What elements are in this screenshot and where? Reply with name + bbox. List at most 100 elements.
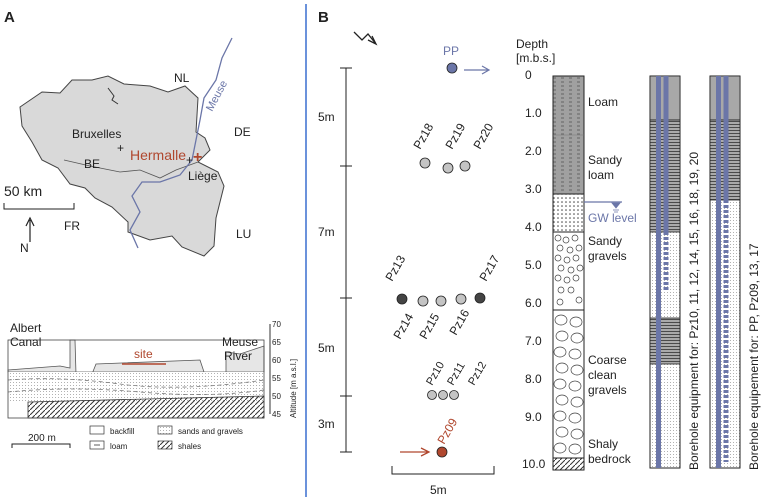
- border-line: [63, 159, 199, 179]
- well-pz19-label: Pz19: [442, 121, 468, 152]
- depth-9: 9.0: [525, 410, 542, 424]
- label-hermalle: Hermalle: [130, 147, 186, 163]
- depth-1: 1.0: [525, 106, 542, 120]
- layer-sandy-gravels-2: gravels: [588, 249, 627, 263]
- legend-swatch-backfill: [89, 425, 105, 435]
- label-meuse: Meuse: [204, 79, 230, 114]
- well-pz20-label: Pz20: [470, 121, 496, 152]
- label-fr: FR: [64, 219, 80, 233]
- alt-tick-50: 50: [272, 392, 281, 401]
- alt-tick-45: 45: [272, 410, 281, 419]
- label-lu: LU: [236, 227, 251, 241]
- panel-b-label: B: [318, 9, 329, 26]
- label-albert: Albert: [10, 321, 42, 335]
- altitude-label: Altitude [m a.s.l.]: [289, 359, 298, 418]
- map-scale-label: 50 km: [4, 183, 42, 199]
- well-pz15: [435, 295, 447, 307]
- depth-units: [m.b.s.]: [516, 51, 555, 65]
- water-table-icon: [611, 202, 621, 213]
- label-meuse-river-1: Meuse: [222, 335, 258, 349]
- borehole-equipment-1: [649, 75, 681, 469]
- well-pz10: [427, 390, 437, 400]
- well-pz18: [419, 157, 431, 169]
- layer-coarse-3: gravels: [588, 383, 627, 397]
- well-pz12-label: Pz12: [466, 360, 489, 388]
- label-meuse-river-2: River: [224, 349, 252, 363]
- depth-6: 6.0: [525, 296, 542, 310]
- well-pz19: [442, 162, 454, 174]
- legend-sands: sands and gravels: [178, 427, 243, 436]
- map-north-label: N: [20, 241, 29, 255]
- alt-tick-70: 70: [272, 320, 281, 329]
- well-pz13: [396, 293, 408, 305]
- alt-tick-60: 60: [272, 356, 281, 365]
- label-nl: NL: [174, 71, 190, 85]
- well-pz20: [459, 160, 471, 172]
- panel-a-label: A: [4, 9, 15, 26]
- meuse-river: [129, 37, 233, 249]
- legend-swatch-shales: [157, 440, 173, 450]
- legend-swatch-sands: [157, 425, 173, 435]
- well-pz17-label: Pz17: [476, 253, 502, 284]
- depth-2: 2.0: [525, 144, 542, 158]
- lithology-column: [552, 75, 585, 471]
- legend-shales: shales: [178, 442, 201, 451]
- layer-sandy-gravels-1: Sandy: [588, 234, 622, 248]
- h-scale-label: 5m: [430, 483, 447, 497]
- coastal-mark: [107, 87, 119, 105]
- layer-sandy-loam-1: Sandy: [588, 153, 622, 167]
- layer-coarse-2: clean: [588, 368, 617, 382]
- layer-loam: Loam: [588, 95, 618, 109]
- label-liege: Liège: [188, 169, 218, 183]
- well-pz12: [449, 390, 459, 400]
- layer-shaly-2: bedrock: [588, 452, 632, 466]
- depth-4: 4.0: [525, 220, 542, 234]
- well-pz16: [455, 293, 467, 305]
- layer-sandy-loam-2: loam: [588, 168, 614, 182]
- spacing-4: 3m: [318, 417, 335, 431]
- map-north-icon: [25, 216, 35, 242]
- label-bruxelles: Bruxelles: [72, 127, 121, 141]
- well-pz14: [417, 295, 429, 307]
- hermalle-marker: +: [193, 149, 202, 166]
- well-pz10-label: Pz10: [424, 360, 447, 388]
- cross-section: [7, 339, 265, 419]
- borehole-equipment-2: [709, 75, 741, 469]
- north-arrow-icon: [353, 31, 378, 46]
- belgium-shape: [19, 75, 225, 257]
- well-pz15-label: Pz15: [416, 311, 442, 342]
- layer-gw-level: GW level: [588, 211, 637, 225]
- section-scale-label: 200 m: [28, 433, 56, 444]
- alt-tick-55: 55: [272, 374, 281, 383]
- depth-0: 0: [525, 68, 532, 82]
- vertical-scale: [340, 67, 352, 453]
- well-pz17: [474, 292, 486, 304]
- spacing-3: 5m: [318, 341, 335, 355]
- depth-3: 3.0: [525, 182, 542, 196]
- depth-5: 5.0: [525, 258, 542, 272]
- layer-coarse-1: Coarse: [588, 353, 627, 367]
- well-pz09-label: Pz09: [434, 416, 460, 447]
- equipment-label-2: Borehole equipement for: PP, Pz09, 13, 1…: [747, 243, 761, 470]
- well-pz11-label: Pz11: [445, 360, 468, 387]
- bruxelles-marker: +: [117, 141, 124, 155]
- label-canal: Canal: [10, 335, 41, 349]
- well-pz11: [438, 390, 448, 400]
- well-pz16-label: Pz16: [446, 307, 472, 338]
- label-de: DE: [234, 125, 251, 139]
- well-pz13-label: Pz13: [382, 253, 408, 284]
- well-pp: [446, 62, 458, 74]
- horizontal-scale: [391, 466, 495, 475]
- well-pz14-label: Pz14: [390, 311, 416, 342]
- map-scale-bar: [3, 203, 75, 210]
- alt-tick-65: 65: [272, 338, 281, 347]
- label-be: BE: [84, 157, 100, 171]
- depth-10: 10.0: [522, 457, 546, 471]
- legend-backfill: backfill: [110, 427, 135, 436]
- liege-marker: +: [186, 153, 193, 167]
- pp-arrow-icon: [464, 65, 491, 75]
- label-site: site: [134, 347, 153, 361]
- spacing-1: 5m: [318, 110, 335, 124]
- pz09-arrow-icon: [400, 447, 431, 457]
